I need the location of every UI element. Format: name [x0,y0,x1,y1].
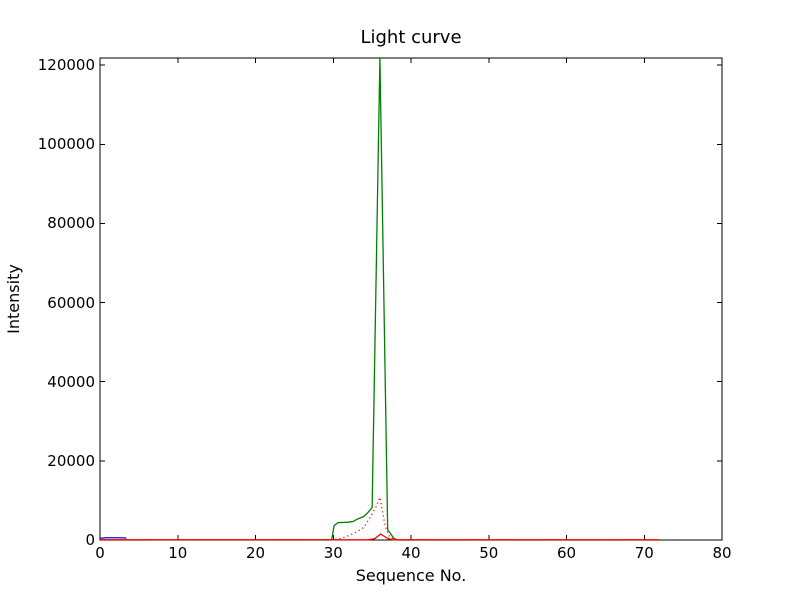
green-solid-curve [100,57,660,541]
x-tick-label: 30 [323,544,343,562]
x-tick-label: 60 [556,544,577,562]
axes-frame [99,57,723,541]
y-tick-label: 100000 [37,135,95,154]
red-solid-curve [100,533,660,541]
red-dotted-curve [99,494,660,541]
y-tick-label: 80000 [47,214,95,233]
y-tick-label: 120000 [37,56,95,75]
y-tick-label: 0 [85,531,95,549]
x-tick-label: 10 [168,544,188,562]
y-axis-label: Intensity [4,264,23,334]
x-tick-label: 80 [712,544,732,562]
x-tick-label: 70 [634,544,654,562]
x-tick-label: 20 [245,544,266,562]
x-tick-label: 40 [401,544,421,562]
y-tick-label: 20000 [47,451,95,470]
y-tick-label: 60000 [47,293,95,312]
x-tick-label: 0 [95,544,105,562]
blue-solid-curve [99,537,127,539]
y-tick-label: 40000 [47,372,95,391]
chart-title: Light curve [360,27,462,48]
x-axis-label: Sequence No. [355,566,467,585]
x-tick-label: 50 [479,544,499,562]
